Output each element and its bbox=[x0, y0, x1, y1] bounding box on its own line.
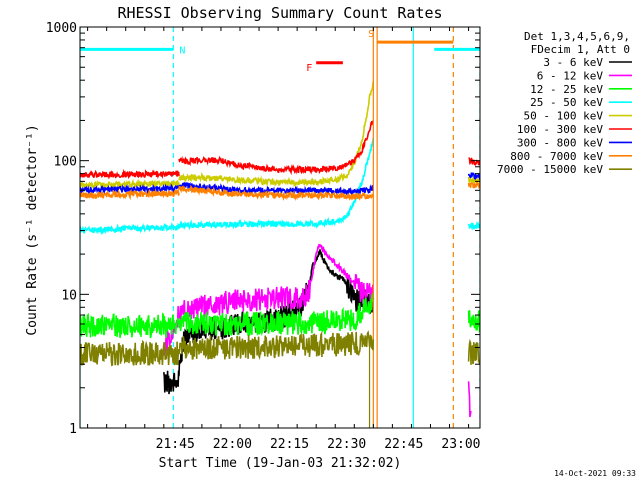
series-line bbox=[468, 157, 480, 167]
legend-entry-label: 25 - 50 keV bbox=[530, 96, 603, 109]
interval-label: N bbox=[179, 45, 185, 56]
series-line bbox=[80, 168, 180, 180]
series-line bbox=[178, 243, 375, 326]
series-line bbox=[467, 181, 480, 190]
series-line bbox=[80, 339, 180, 367]
plot-content: NNFS bbox=[80, 27, 480, 428]
legend-entry-label: 12 - 25 keV bbox=[530, 83, 603, 96]
legend-entry-label: 100 - 300 keV bbox=[517, 123, 603, 136]
series-line bbox=[178, 120, 375, 176]
series-line bbox=[163, 370, 180, 395]
y-axis-label: Count Rate (s⁻¹ detector⁻¹) bbox=[25, 124, 40, 335]
x-tick-label: 22:45 bbox=[384, 437, 423, 452]
legend: Det 1,3,4,5,6,9,FDecim 1, Att 03 - 6 keV… bbox=[497, 30, 632, 176]
x-axis-label: Start Time (19-Jan-03 21:32:02) bbox=[159, 456, 402, 471]
series-line bbox=[80, 178, 180, 191]
x-tick-label: 22:00 bbox=[213, 437, 252, 452]
y-tick-label: 10 bbox=[61, 288, 77, 303]
legend-entry-label: 7000 - 15000 keV bbox=[497, 163, 603, 176]
legend-entry-label: 800 - 7000 keV bbox=[510, 150, 603, 163]
series-line bbox=[80, 183, 180, 196]
x-tick-label: 23:00 bbox=[441, 437, 480, 452]
axes: 1 10 100 1000 21:45 22:00 22:15 22:30 22:45 23:00 bbox=[46, 21, 481, 452]
series-line bbox=[80, 312, 180, 339]
y-tick-label: 1 bbox=[69, 422, 77, 437]
series-line bbox=[178, 80, 375, 188]
series-line bbox=[467, 381, 472, 418]
series-line bbox=[178, 330, 375, 361]
interval-label: S bbox=[368, 29, 374, 40]
series-line bbox=[467, 176, 480, 184]
series-line bbox=[467, 338, 480, 365]
legend-entry-label: 50 - 100 keV bbox=[524, 110, 604, 123]
x-tick-label: 21:45 bbox=[156, 437, 195, 452]
legend-header: FDecim 1, Att 0 bbox=[531, 43, 630, 56]
series-line bbox=[178, 292, 375, 336]
series-line bbox=[178, 137, 375, 231]
series-line bbox=[178, 184, 374, 201]
plot-frame bbox=[79, 26, 481, 429]
series-line bbox=[80, 187, 180, 201]
series-line bbox=[178, 181, 375, 197]
legend-entry-label: 6 - 12 keV bbox=[537, 69, 604, 82]
series-line bbox=[467, 220, 480, 231]
interval-label: F bbox=[306, 63, 312, 74]
y-tick-label: 100 bbox=[54, 155, 77, 170]
legend-header: Det 1,3,4,5,6,9, bbox=[524, 30, 630, 43]
y-tick-label: 1000 bbox=[46, 21, 77, 36]
chart-title: RHESSI Observing Summary Count Rates bbox=[117, 4, 442, 22]
x-tick-label: 22:15 bbox=[270, 437, 309, 452]
legend-entry-label: 3 - 6 keV bbox=[543, 56, 603, 69]
legend-entry-label: 300 - 800 keV bbox=[517, 136, 603, 149]
footer-date: 14-Oct-2021 09:33 bbox=[554, 469, 636, 478]
series-line bbox=[467, 310, 480, 333]
series-line bbox=[467, 172, 480, 180]
series-line bbox=[80, 221, 180, 236]
x-tick-label: 22:30 bbox=[327, 437, 366, 452]
